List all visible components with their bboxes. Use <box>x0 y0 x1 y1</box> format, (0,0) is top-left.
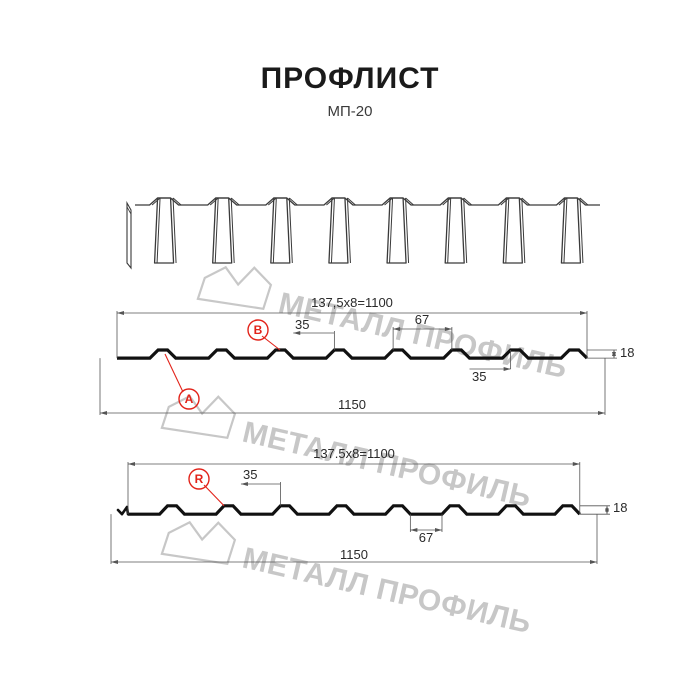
svg-text:137.5x8=1100: 137.5x8=1100 <box>313 446 395 461</box>
svg-text:35: 35 <box>295 317 309 332</box>
svg-text:137,5x8=1100: 137,5x8=1100 <box>311 295 393 310</box>
svg-text:R: R <box>194 472 203 486</box>
svg-text:A: A <box>185 392 194 406</box>
svg-text:18: 18 <box>620 345 634 360</box>
svg-text:67: 67 <box>415 312 429 327</box>
svg-text:35: 35 <box>472 369 486 384</box>
svg-text:1150: 1150 <box>340 547 368 562</box>
svg-text:67: 67 <box>418 530 432 545</box>
svg-text:B: B <box>254 323 263 337</box>
svg-text:1150: 1150 <box>338 397 366 412</box>
svg-text:35: 35 <box>243 467 257 482</box>
svg-text:18: 18 <box>613 500 627 515</box>
